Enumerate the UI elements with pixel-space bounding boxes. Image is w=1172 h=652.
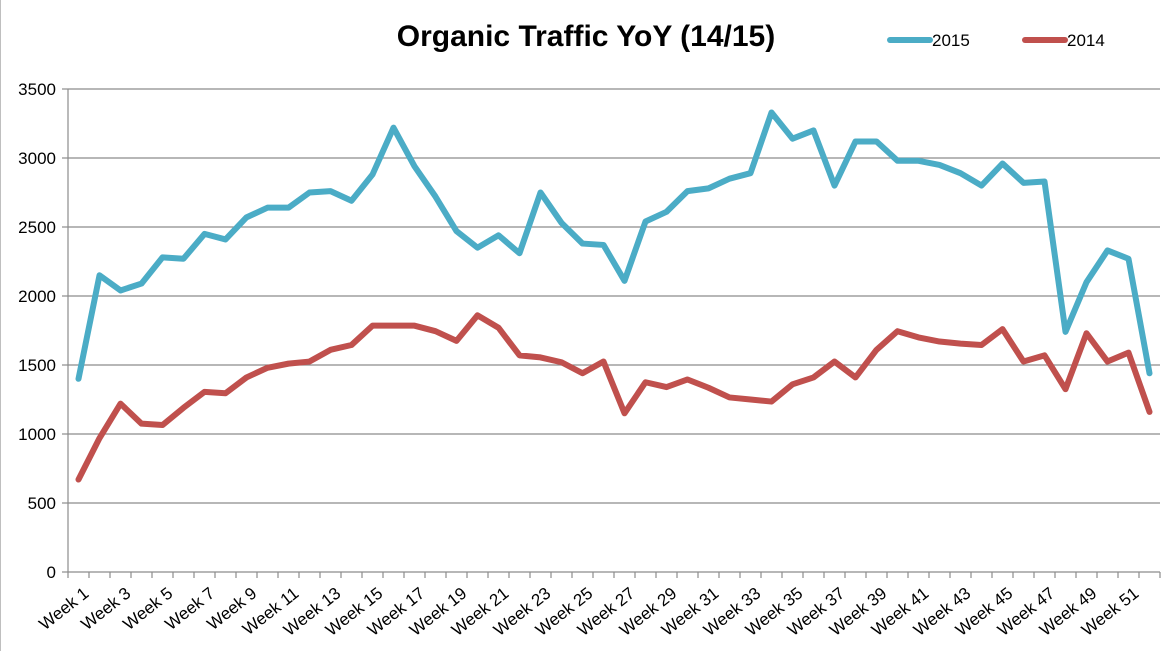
y-tick-label-0: 0 — [47, 563, 56, 582]
y-tick-label-2000: 2000 — [18, 287, 56, 306]
y-tick-label-1000: 1000 — [18, 425, 56, 444]
y-tick-label-3500: 3500 — [18, 80, 56, 99]
series-line-2014 — [75, 312, 1153, 483]
legend-label-2015: 2015 — [932, 31, 970, 50]
legend: 2015 2014 — [887, 31, 1105, 50]
gridlines — [68, 88, 1160, 573]
chart-title-text: Organic Traffic YoY (14/15) — [396, 20, 776, 53]
series-lines — [75, 109, 1153, 483]
chart-title: Organic Traffic YoY (14/15) — [0, 20, 1172, 54]
y-tick-label-2500: 2500 — [18, 218, 56, 237]
legend-label-2014: 2014 — [1067, 31, 1105, 50]
y-tick-label-500: 500 — [28, 494, 56, 513]
y-tick-label-3000: 3000 — [18, 149, 56, 168]
y-tick-label-1500: 1500 — [18, 356, 56, 375]
series-line-2015 — [75, 109, 1153, 382]
y-axis: 0 500 1000 1500 2000 2500 3000 3500 — [18, 80, 69, 582]
